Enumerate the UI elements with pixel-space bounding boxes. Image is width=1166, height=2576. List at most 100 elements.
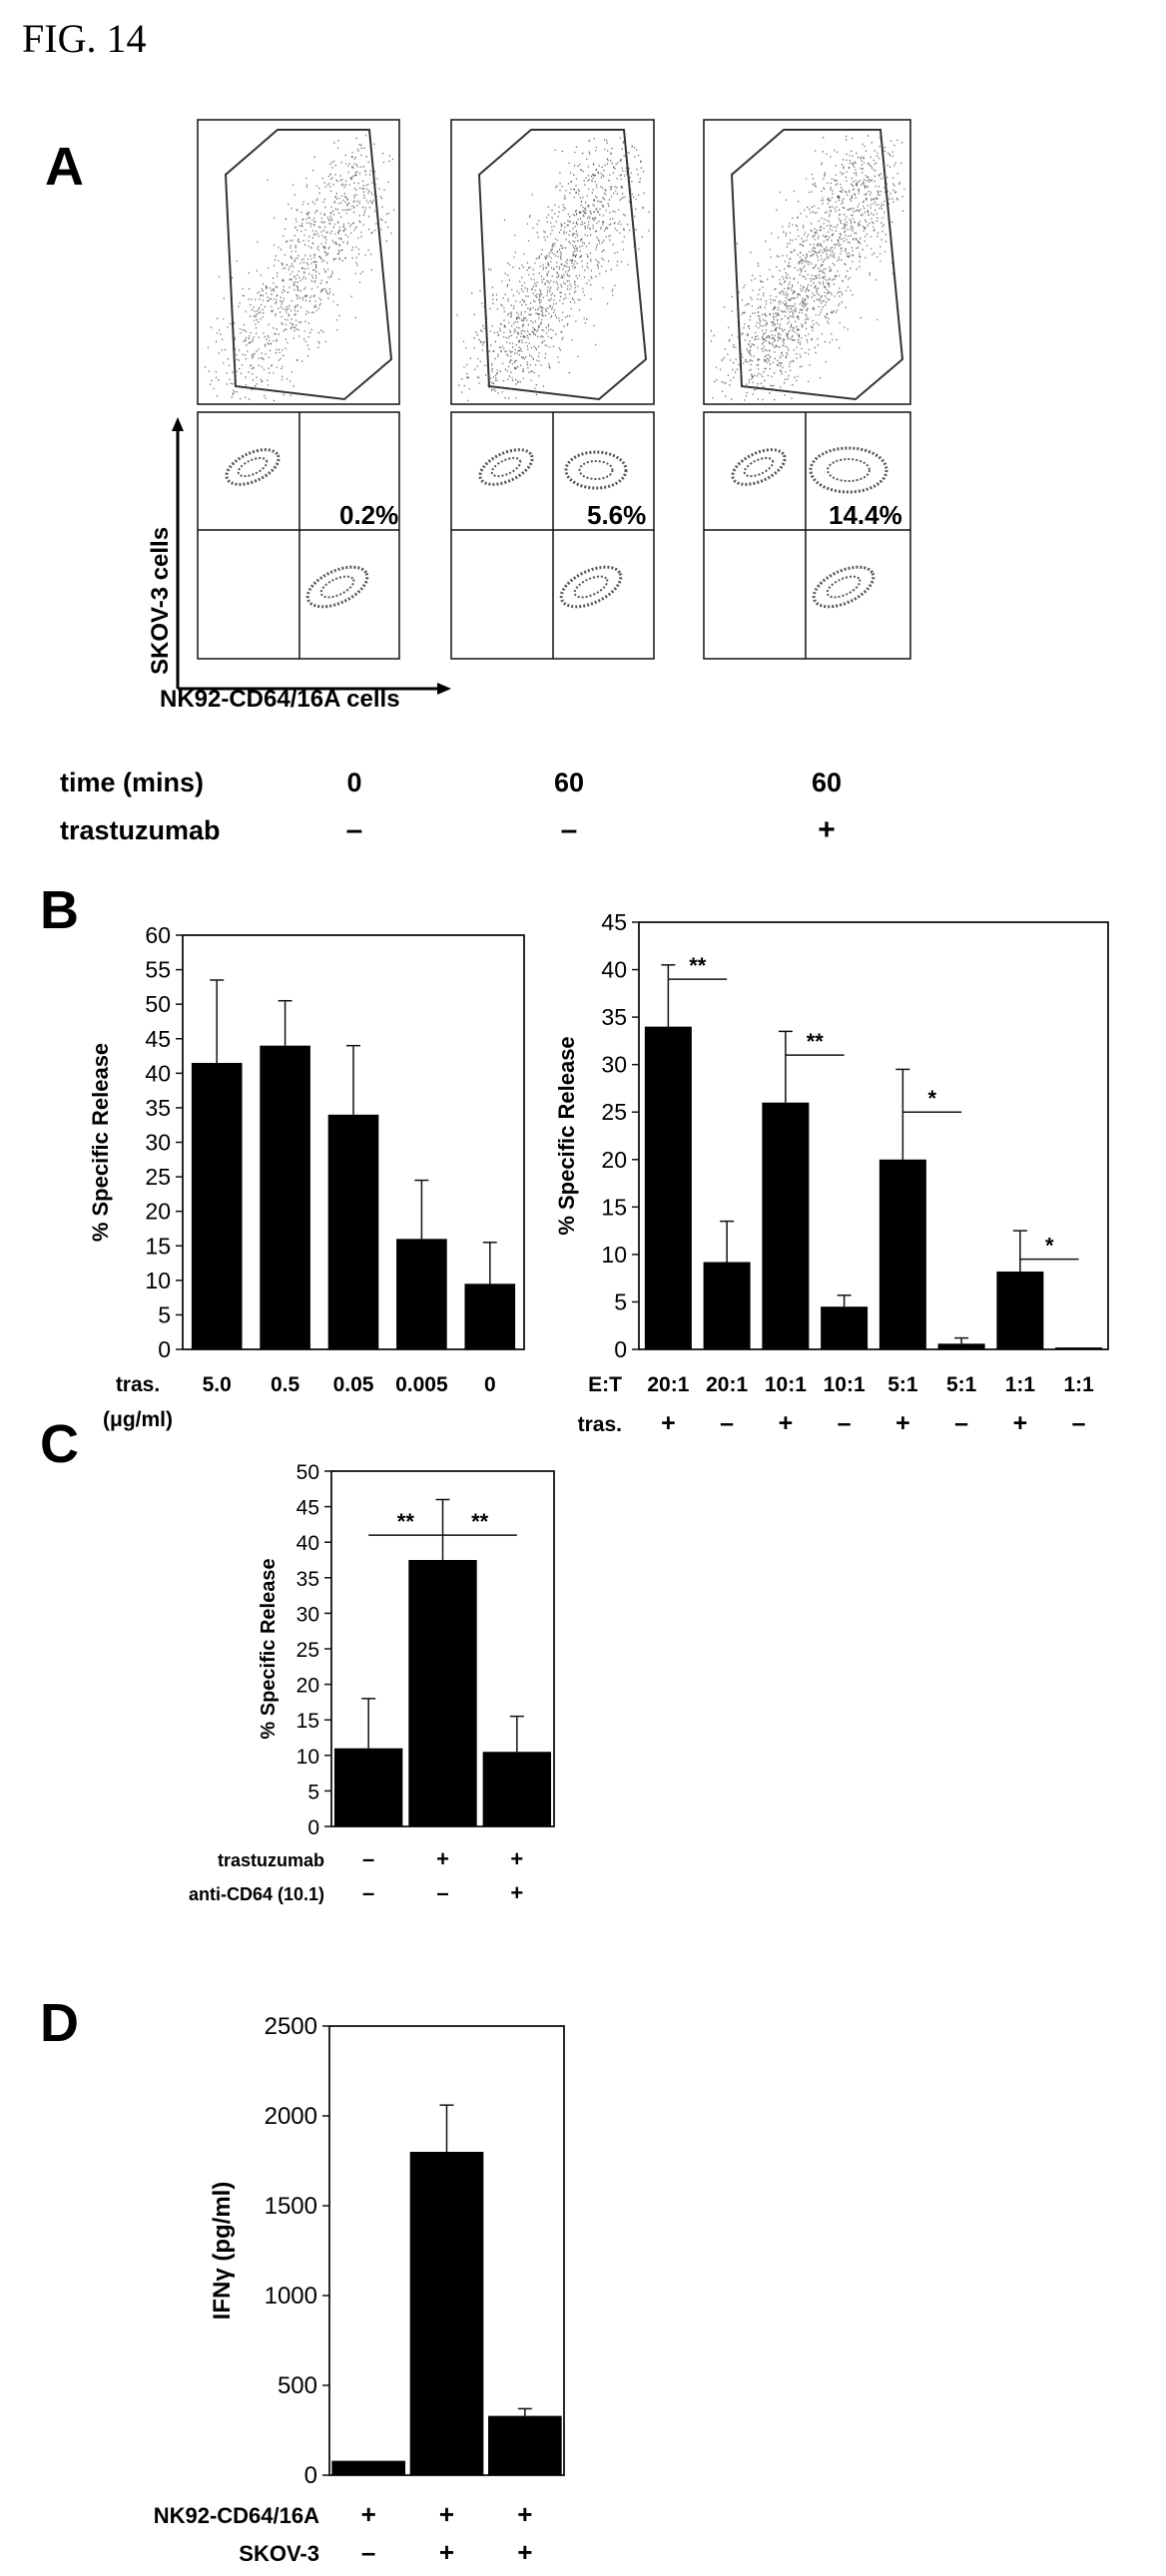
chart-C-row-label-1: trastuzumab [218,1850,324,1870]
chart-B-ytick-label-5: 25 [145,1164,171,1190]
chart-B2-bar-4 [821,1306,869,1349]
flow-scatter-dots-1 [205,135,395,401]
chart-D-bar-3 [488,2415,562,2475]
chart-D-ytick-label-2: 1000 [265,2283,317,2310]
chart-B-row-1-value-1: 5.0 [203,1373,232,1396]
chart-B2-sig-label-2: ** [807,1029,825,1054]
chart-C-ytick-label-3: 15 [296,1710,319,1733]
chart-B2-ytick-label-1: 5 [614,1288,627,1314]
chart-B2-ytick-label-9: 45 [601,909,627,935]
chart-D-ytick-label-4: 2000 [265,2103,317,2130]
condition-tras-2: – [561,813,578,846]
chart-B2-ytick-label-3: 15 [601,1194,627,1220]
flow-population-core-2-2 [573,575,609,599]
chart-B-bar-2 [260,1045,310,1349]
chart-B2-frame [638,921,1109,1350]
chart-C-ytick-label-6: 30 [296,1603,319,1626]
condition-tras-1: – [346,813,363,846]
chart-B2-row-1-value-7: 1:1 [1005,1373,1036,1396]
chart-D-ytick-label-0: 0 [304,2462,317,2489]
chart-B-ytick-label-4: 20 [145,1199,171,1225]
chart-B-ytick-label-12: 60 [145,922,171,948]
flow-population-1-2 [305,565,369,609]
chart-C-row-2-value-2: – [436,1880,448,1905]
flow-population-3-1 [731,448,787,486]
chart-B2-row-2-value-4: – [838,1409,852,1437]
chart-B2-bar-6 [937,1343,985,1349]
flow-population-core-3-1 [743,456,775,478]
flow-population-1-1 [225,448,281,486]
chart-C-ytick-label-2: 10 [296,1746,319,1769]
flow-percent-1: 0.2% [339,500,398,530]
panel-d-chart: 0 500 1000 1500 2000 2500 IFNγ (pg/ml) NK92-CD6… [154,2013,565,2576]
chart-C-bar-3 [482,1752,552,1826]
chart-B-ytick-label-8: 40 [145,1060,171,1086]
chart-D-bar-2 [409,2152,484,2475]
chart-D-row-2-value-3: + [517,2537,532,2567]
chart-B2-row-2-value-1: + [661,1409,676,1437]
chart-B2-bar-5 [878,1159,926,1349]
chart-C-ytick-label-10: 50 [296,1461,319,1484]
panel-a-label: A [45,137,84,197]
flow-quadrant-frame-1 [197,411,400,660]
chart-D-row-label-1: NK92-CD64/16A [154,2503,319,2528]
chart-B2-bar-2 [703,1262,751,1349]
chart-C-ytick-label-0: 0 [307,1816,319,1839]
chart-B-ytick-label-6: 30 [145,1130,171,1156]
condition-label-trastuzumab: trastuzumab [60,815,221,845]
flow-percent-3: 14.4% [829,500,902,530]
chart-B2-ytick-label-6: 30 [601,1052,627,1078]
chart-B2-row-2-value-2: – [720,1409,734,1437]
chart-B2-ylabel: % Specific Release [554,1036,579,1235]
chart-B2-ytick-label-4: 20 [601,1147,627,1173]
chart-B2-sig-label-1: ** [689,953,707,978]
chart-D-ylabel: IFNγ (pg/ml) [209,2182,236,2320]
chart-C-ytick-label-8: 40 [296,1532,319,1555]
chart-B2-bar-1 [644,1026,692,1349]
chart-B2-row-1-value-1: 20:1 [647,1373,689,1396]
chart-C-sig-label-2: ** [471,1509,489,1534]
chart-B-row-1-value-5: 0 [484,1373,496,1396]
chart-B2-bar-8 [1055,1347,1103,1349]
chart-B2-row-1-value-8: 1:1 [1063,1373,1094,1396]
chart-B-bar-4 [396,1239,447,1349]
flow-scatter-frame-2 [450,119,655,405]
chart-C-row-label-2: anti-CD64 (10.1) [189,1884,324,1904]
chart-B-ylabel: % Specific Release [88,1043,113,1242]
flow-gate-3 [730,129,904,401]
chart-C-ytick-label-7: 35 [296,1568,319,1591]
chart-B-bar-5 [464,1284,516,1349]
flow-population-core-2-1 [490,456,522,478]
chart-B-ytick-label-3: 15 [145,1233,171,1259]
chart-B2-row-1-value-4: 10:1 [824,1373,866,1396]
chart-B2-sig-label-4: * [1045,1234,1054,1259]
panel-b-label: B [40,880,79,940]
condition-time-3: 60 [812,768,842,797]
flow-quadrant-frame-3 [703,411,911,660]
chart-B-ytick-label-1: 5 [158,1301,171,1327]
chart-B-ytick-label-7: 35 [145,1095,171,1121]
chart-C-row-2-value-3: + [510,1880,523,1905]
chart-D-row-2-value-2: + [439,2537,454,2567]
chart-B-ytick-label-10: 50 [145,991,171,1017]
chart-B-row-1-value-2: 0.5 [271,1373,300,1396]
chart-D-ytick-label-1: 500 [278,2372,317,2399]
chart-B2-row-2-value-7: + [1013,1409,1028,1437]
flow-y-arrow-head [172,417,184,431]
flow-population-core-1-2 [319,575,355,599]
chart-B-bar-1 [191,1062,243,1349]
chart-C-ytick-label-9: 45 [296,1497,319,1520]
flow-percent-2: 5.6% [587,500,646,530]
chart-C-bar-1 [333,1748,403,1826]
chart-B-ytick-label-0: 0 [158,1336,171,1362]
chart-C-row-1-value-3: + [510,1846,523,1871]
flow-scatter-dots-3 [710,135,905,401]
chart-B2-ytick-label-2: 10 [601,1242,627,1268]
chart-C-ytick-label-1: 5 [307,1781,319,1803]
chart-B2-row-2-value-6: – [954,1409,968,1437]
flow-population-2-1 [478,448,534,486]
flow-scatter-dots-2 [456,137,650,401]
panel-a-flow-plots: SKOV-3 cells NK92-CD64/16A cells 0.2% 5.… [147,119,911,713]
